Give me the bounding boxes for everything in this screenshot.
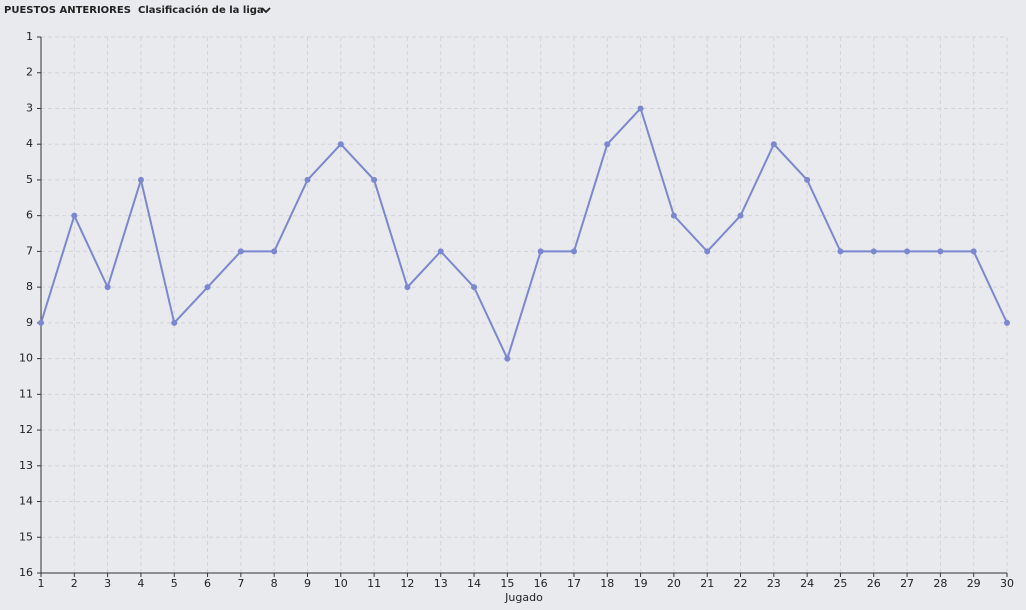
x-tick-label: 13 <box>434 577 448 590</box>
point <box>870 248 877 255</box>
point <box>304 176 311 183</box>
point <box>937 248 944 255</box>
y-tick-label: 2 <box>26 66 33 79</box>
point <box>38 319 44 326</box>
x-tick-label: 30 <box>1000 577 1014 590</box>
dropdown-label[interactable]: Clasificación de la liga <box>138 4 264 16</box>
x-tick-label: 28 <box>933 577 947 590</box>
x-tick-label: 7 <box>237 577 244 590</box>
y-tick-label: 12 <box>19 423 33 436</box>
y-tick-label: 13 <box>19 459 33 472</box>
point <box>704 248 711 255</box>
point <box>1004 319 1010 326</box>
x-tick-label: 12 <box>400 577 414 590</box>
x-tick-label: 23 <box>767 577 781 590</box>
y-tick-label: 10 <box>19 352 33 365</box>
point <box>737 212 744 219</box>
point <box>137 176 144 183</box>
point <box>237 248 244 255</box>
point <box>504 355 511 362</box>
x-tick-label: 14 <box>467 577 481 590</box>
point <box>637 105 644 112</box>
x-tick-label: 8 <box>271 577 278 590</box>
x-tick-label: 4 <box>137 577 144 590</box>
point <box>604 141 611 148</box>
point <box>404 284 411 291</box>
y-tick-label: 8 <box>26 280 33 293</box>
x-tick-label: 27 <box>900 577 914 590</box>
x-tick-label: 29 <box>967 577 981 590</box>
x-tick-label: 22 <box>734 577 748 590</box>
x-tick-label: 21 <box>700 577 714 590</box>
point <box>804 176 811 183</box>
y-tick-label: 4 <box>26 137 33 150</box>
point <box>837 248 844 255</box>
y-tick-label: 5 <box>26 173 33 186</box>
y-tick-label: 7 <box>26 244 33 257</box>
x-tick-label: 17 <box>567 577 581 590</box>
x-tick-label: 6 <box>204 577 211 590</box>
x-axis-label: Jugado <box>504 591 543 604</box>
point <box>104 284 111 291</box>
x-tick-label: 15 <box>500 577 514 590</box>
point <box>904 248 911 255</box>
point <box>437 248 444 255</box>
x-tick-label: 10 <box>334 577 348 590</box>
line <box>40 106 1008 362</box>
point <box>570 248 577 255</box>
x-tick-label: 18 <box>600 577 614 590</box>
y-tick-label: 1 <box>26 30 33 43</box>
point <box>171 319 178 326</box>
point <box>337 141 344 148</box>
x-tick-label: 16 <box>534 577 548 590</box>
point <box>537 248 544 255</box>
x-tick-label: 11 <box>367 577 381 590</box>
x-tick-label: 26 <box>867 577 881 590</box>
dropdown-chevron[interactable] <box>261 7 271 14</box>
y-tick-label: 9 <box>26 316 33 329</box>
point <box>970 248 977 255</box>
point <box>670 212 677 219</box>
header-title: PUESTOS ANTERIORES <box>4 5 131 16</box>
x-tick-label: 9 <box>304 577 311 590</box>
point <box>770 141 777 148</box>
y-tick-label: 14 <box>19 495 33 508</box>
x-tick-label: 2 <box>71 577 78 590</box>
point <box>204 284 211 291</box>
point <box>471 284 478 291</box>
x-tick-label: 24 <box>800 577 814 590</box>
x-tick-label: 3 <box>104 577 111 590</box>
x-tick-label: 20 <box>667 577 681 590</box>
point <box>371 176 378 183</box>
y-tick-label: 6 <box>26 209 33 222</box>
x-tick-label: 25 <box>833 577 847 590</box>
y-tick-label: 15 <box>19 530 33 543</box>
x-tick-label: 1 <box>38 577 45 590</box>
y-tick-label: 3 <box>26 101 33 114</box>
x-tick-label: 19 <box>634 577 648 590</box>
point <box>71 212 78 219</box>
y-tick-label: 16 <box>19 566 33 579</box>
point <box>271 248 278 255</box>
x-tick-label: 5 <box>171 577 178 590</box>
y-tick-label: 11 <box>19 387 33 400</box>
